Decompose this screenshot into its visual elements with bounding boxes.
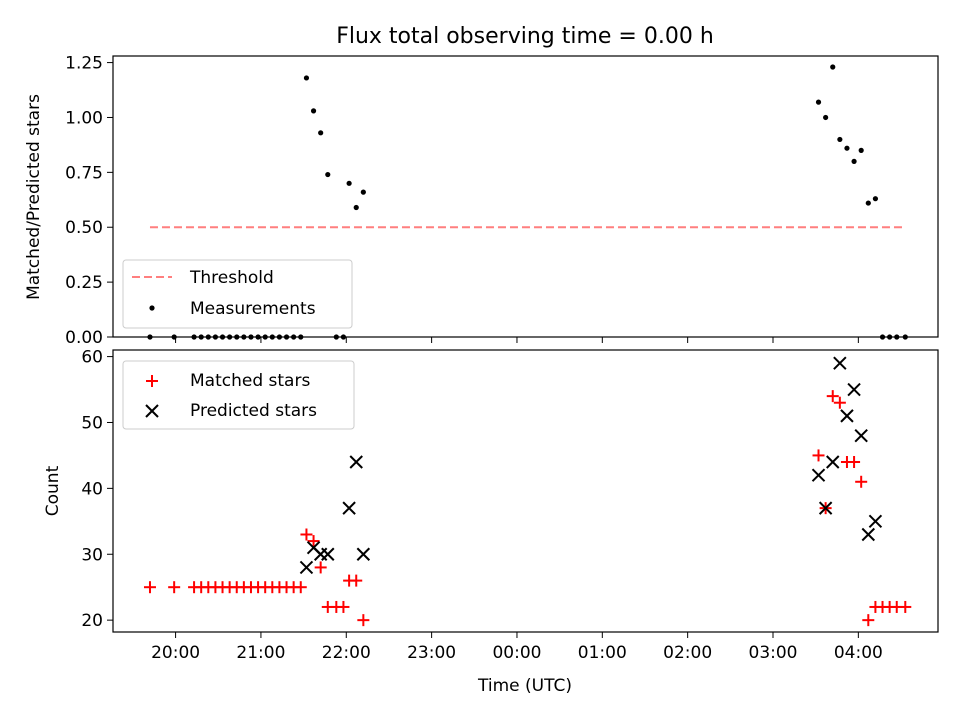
measurements-series <box>147 64 908 340</box>
measurement-point <box>858 147 864 153</box>
predicted-star-point <box>321 547 335 561</box>
bottom-y-axis-label: Count <box>43 465 63 516</box>
x-tick-label: 00:00 <box>492 643 541 663</box>
measurement-point <box>360 189 366 195</box>
bottom-x-ticks: 20:00 21:00 22:00 23:00 00:00 01:00 02:00 03:00… <box>151 632 883 663</box>
legend-predicted-label: Predicted stars <box>190 401 317 421</box>
predicted-star-point <box>868 514 883 529</box>
top-y-tick-label: 0.75 <box>65 163 103 183</box>
x-tick-label: 02:00 <box>663 643 712 663</box>
matched-star-point <box>350 574 363 587</box>
x-axis-label: Time (UTC) <box>477 676 572 696</box>
legend-predicted-swatch <box>145 404 159 418</box>
top-plot-frame <box>112 55 939 338</box>
top-y-tick-label: 1.00 <box>65 108 103 128</box>
x-tick-label: 01:00 <box>578 643 627 663</box>
matched-star-point <box>833 396 846 409</box>
predicted-star-point <box>840 409 854 423</box>
measurement-point <box>851 158 857 164</box>
matched-star-point <box>307 535 320 548</box>
x-tick-label: 04:00 <box>834 643 883 663</box>
matched-star-point <box>899 600 912 613</box>
bottom-panel: 20:00 21:00 22:00 23:00 00:00 01:00 02:00 03:00… <box>43 348 939 696</box>
predicted-star-point <box>847 382 861 397</box>
matched-star-point <box>357 614 370 627</box>
bottom-legend-frame <box>122 360 355 430</box>
measurement-point <box>346 180 352 186</box>
predicted-star-point <box>356 547 371 561</box>
bottom-legend: Matched stars Predicted stars <box>122 360 355 430</box>
legend-measurements-swatch <box>149 305 155 311</box>
matched-star-point <box>826 390 839 403</box>
predicted-star-point <box>349 455 363 469</box>
bottom-y-ticks: 20 30 40 50 60 <box>81 348 113 631</box>
matched-star-point <box>300 528 313 541</box>
measurement-point <box>325 171 331 178</box>
matched-star-point <box>143 581 156 594</box>
bottom-y-tick-label: 40 <box>81 479 103 499</box>
top-y-ticks: 0.00 0.25 0.50 0.75 1.00 1.25 <box>65 54 113 348</box>
x-tick-label: 21:00 <box>236 643 285 663</box>
predicted-star-point <box>342 501 356 515</box>
x-tick-label: 22:00 <box>322 643 371 663</box>
matched-star-point <box>337 600 350 613</box>
bottom-y-tick-label: 60 <box>81 348 103 368</box>
top-y-tick-label: 0.50 <box>65 218 103 238</box>
matched-star-point <box>848 456 861 469</box>
matched-stars-series <box>143 390 912 627</box>
measurement-point <box>865 200 871 206</box>
measurement-point <box>844 145 850 151</box>
predicted-star-point <box>299 560 314 575</box>
x-tick-label: 23:00 <box>407 643 456 663</box>
measurement-point <box>830 64 836 70</box>
predicted-star-point <box>826 455 840 469</box>
matched-star-point <box>812 449 825 462</box>
legend-matched-swatch <box>146 375 158 387</box>
measurement-point <box>872 196 879 202</box>
top-y-tick-label: 0.00 <box>65 328 103 348</box>
measurement-point <box>823 114 829 121</box>
predicted-star-point <box>811 468 826 482</box>
top-y-tick-label: 1.25 <box>65 54 103 74</box>
measurement-point <box>310 108 317 114</box>
bottom-y-tick-label: 50 <box>81 413 103 433</box>
top-panel: 0.00 0.25 0.50 0.75 1.00 1.25 Matched/Predict… <box>24 54 939 348</box>
matched-star-point <box>862 614 875 627</box>
matched-star-point <box>855 475 868 488</box>
predicted-star-point <box>818 501 833 515</box>
legend-measurements-label: Measurements <box>190 299 316 319</box>
measurement-point <box>837 136 843 143</box>
matched-star-point <box>294 581 307 594</box>
top-y-tick-label: 0.25 <box>65 273 103 293</box>
matched-star-point <box>168 581 181 594</box>
predicted-stars-series <box>299 356 883 575</box>
predicted-star-point <box>833 356 847 370</box>
legend-threshold-label: Threshold <box>189 268 274 288</box>
top-y-axis-label: Matched/Predicted stars <box>24 94 44 300</box>
bottom-y-tick-label: 20 <box>81 611 103 631</box>
top-legend: Threshold Measurements <box>122 259 353 329</box>
matched-star-point <box>314 561 327 574</box>
legend-matched-label: Matched stars <box>190 371 310 391</box>
x-tick-label: 20:00 <box>151 643 200 663</box>
top-legend-frame <box>122 259 353 329</box>
bottom-y-tick-label: 30 <box>81 545 103 565</box>
measurement-point <box>303 75 310 81</box>
measurement-point <box>815 99 822 105</box>
bottom-plot-frame <box>112 349 939 633</box>
predicted-star-point <box>861 527 876 542</box>
measurement-point <box>353 204 359 211</box>
predicted-star-point <box>854 428 868 443</box>
measurement-point <box>318 130 324 136</box>
x-tick-label: 03:00 <box>749 643 798 663</box>
chart-title: Flux total observing time = 0.00 h <box>336 24 714 49</box>
